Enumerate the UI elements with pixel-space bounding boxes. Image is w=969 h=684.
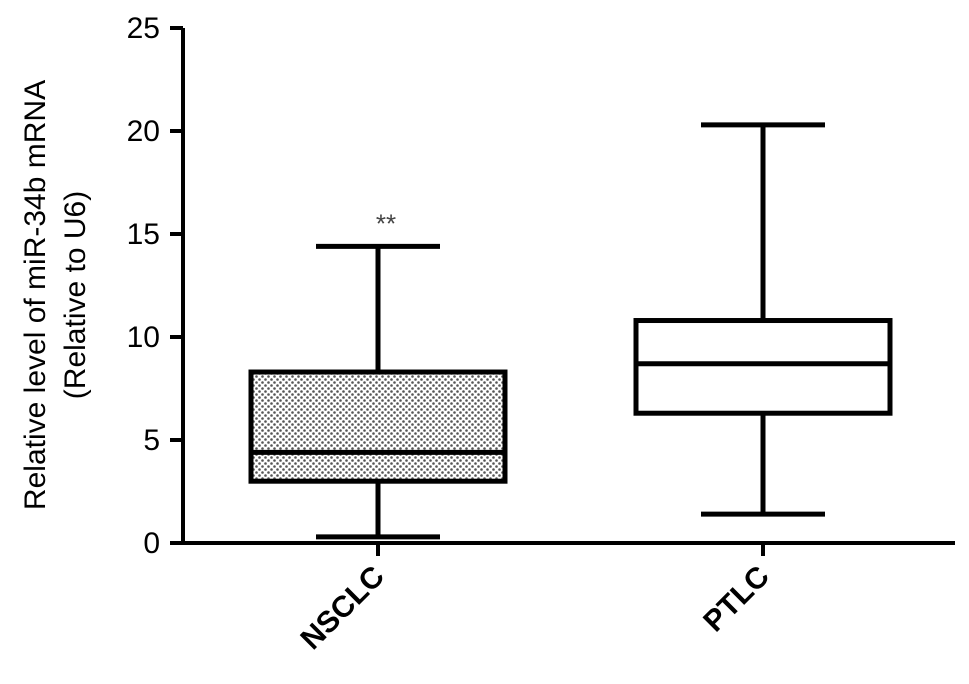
y-tick-label: 0 [143, 527, 160, 560]
x-tick-label: PTLC [697, 560, 776, 639]
significance-label: ** [376, 208, 396, 238]
y-axis-title-line2: (Relative to U6) [59, 191, 92, 399]
y-tick-label: 15 [127, 218, 160, 251]
iqr-box [633, 318, 893, 416]
box-ptlc [633, 122, 893, 517]
y-axis-title: Relative level of miR-34b mRNA (Relative… [19, 80, 92, 510]
y-tick-label: 20 [127, 115, 160, 148]
x-tick-label: NSCLC [295, 560, 391, 656]
y-tick-label: 25 [127, 12, 160, 45]
boxes-layer: ** [248, 122, 893, 540]
y-axis-ticks: 0 5 10 15 20 25 [127, 12, 183, 560]
y-tick-label: 10 [127, 321, 160, 354]
y-axis-title-line1: Relative level of miR-34b mRNA [19, 80, 52, 510]
x-axis-ticks: NSCLC PTLC [295, 543, 776, 656]
y-tick-label: 5 [143, 424, 160, 457]
box-nsclc: ** [248, 208, 508, 540]
iqr-box [248, 369, 508, 484]
